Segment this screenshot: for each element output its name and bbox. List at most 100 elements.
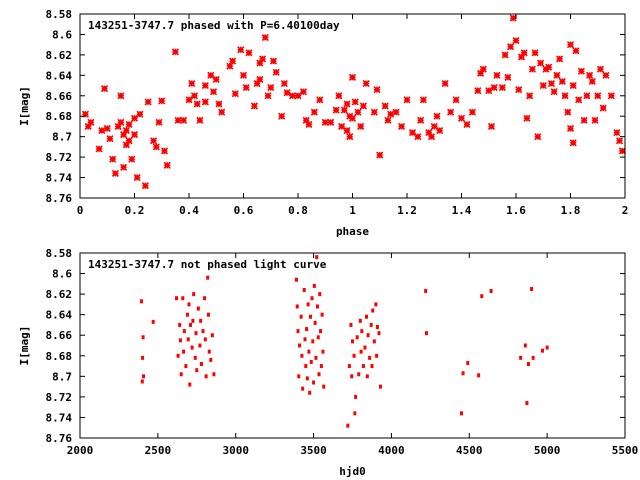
raw-data-point — [357, 372, 361, 377]
raw-data-point — [377, 331, 381, 336]
phased-data-point — [427, 133, 436, 141]
raw-data-point — [204, 374, 208, 379]
phased-data-point — [517, 53, 526, 61]
phased-data-point — [158, 97, 166, 105]
raw-data-point — [300, 353, 304, 358]
raw-data-point — [371, 308, 375, 313]
raw-data-point — [302, 288, 306, 292]
raw-data-point — [178, 338, 182, 343]
raw-data-point — [140, 379, 144, 384]
phased-data-point — [523, 114, 531, 122]
raw-data-point — [196, 306, 200, 311]
phased-data-point — [534, 133, 542, 141]
raw-data-point — [295, 304, 299, 309]
phased-data-point — [267, 84, 275, 92]
raw-data-point — [198, 343, 202, 348]
phased-data-point — [441, 79, 449, 88]
phased-data-point — [226, 62, 234, 70]
raw-data-point — [353, 411, 357, 416]
phased-data-point — [196, 116, 204, 124]
phased-y-tick-label: 8.7 — [52, 131, 72, 144]
phased-data-point — [381, 102, 389, 110]
phased-data-point — [370, 108, 378, 116]
raw-x-tick-label: 2000 — [67, 444, 94, 457]
raw-data-point — [307, 349, 311, 354]
phased-data-point — [185, 96, 193, 104]
phased-data-point — [607, 92, 615, 100]
phased-data-point — [354, 108, 362, 116]
phased-data-point — [577, 67, 585, 75]
phased-data-point — [272, 68, 280, 76]
raw-data-point — [301, 386, 305, 391]
phased-data-point — [362, 79, 370, 88]
phased-y-tick-label: 8.76 — [46, 192, 73, 205]
phased-data-point — [564, 108, 572, 116]
raw-data-point — [304, 364, 308, 369]
raw-x-tick-label: 5000 — [534, 444, 561, 457]
phased-data-point — [117, 92, 125, 100]
phased-data-point — [231, 90, 239, 98]
raw-data-point — [358, 318, 362, 323]
phased-data-point — [613, 129, 621, 137]
phased-data-point — [207, 71, 215, 79]
phased-data-point — [125, 120, 133, 128]
phased-data-point — [490, 84, 498, 92]
raw-data-point — [185, 312, 189, 317]
raw-data-point — [368, 355, 372, 360]
raw-data-point — [189, 322, 193, 327]
phased-data-point — [556, 55, 564, 63]
phased-data-point — [463, 120, 471, 128]
phased-data-point — [436, 126, 444, 135]
phased-data-point — [302, 116, 310, 124]
raw-data-point — [311, 339, 315, 344]
raw-data-point — [315, 304, 319, 309]
raw-data-point — [466, 360, 470, 365]
phased-axes-group: 0 0.2 0.4 0.6 0.8 1 1.2 1.4 1.6 1.8 2 8.58 8.6 8.62 8.… — [46, 8, 629, 217]
phased-data-point — [98, 126, 106, 135]
phased-data-point — [245, 49, 253, 57]
raw-data-point — [141, 355, 145, 360]
phased-data-point — [531, 49, 539, 57]
raw-data-point — [190, 345, 194, 350]
phased-data-point — [566, 41, 575, 49]
phased-data-point — [602, 71, 610, 79]
raw-data-point — [519, 355, 523, 360]
phased-data-point — [384, 116, 392, 124]
phased-data-point — [545, 63, 553, 71]
raw-data-point — [305, 376, 309, 381]
raw-data-point — [184, 364, 188, 369]
phased-data-point — [122, 126, 130, 135]
raw-data-point — [181, 296, 185, 301]
raw-data-point — [182, 349, 186, 354]
phased-y-tick-label: 8.6 — [52, 28, 72, 41]
raw-chart-title: 143251-3747.7 not phased light curve — [88, 258, 327, 271]
raw-data-point — [347, 364, 351, 369]
raw-data-point — [365, 314, 369, 319]
raw-data-point — [294, 277, 298, 282]
phased-data-point — [580, 116, 588, 124]
phased-data-point — [256, 59, 264, 67]
phased-y-tick-label: 8.74 — [46, 172, 73, 185]
raw-data-point — [540, 348, 544, 353]
raw-data-point — [303, 337, 307, 342]
raw-data-point — [361, 364, 365, 369]
raw-data-point — [365, 374, 369, 379]
phased-x-tick-label: 0 — [77, 204, 84, 217]
phased-data-point — [335, 92, 343, 100]
raw-y-tick-label: 8.66 — [46, 329, 73, 342]
raw-data-point — [379, 384, 383, 389]
raw-data-point — [359, 349, 363, 354]
phased-data-point — [174, 116, 182, 124]
phased-data-point — [128, 155, 136, 163]
raw-y-tick-label: 8.74 — [46, 411, 73, 424]
phased-data-point — [493, 71, 501, 79]
phased-data-point — [288, 92, 297, 100]
raw-data-point — [309, 359, 313, 364]
phased-data-point — [485, 87, 493, 95]
phased-x-tick-label: 0.8 — [288, 204, 308, 217]
phased-data-point — [561, 92, 569, 100]
phased-data-point — [373, 86, 381, 94]
phased-data-point — [103, 124, 111, 133]
raw-data-point — [314, 355, 318, 360]
raw-y-tick-label: 8.6 — [52, 268, 72, 281]
